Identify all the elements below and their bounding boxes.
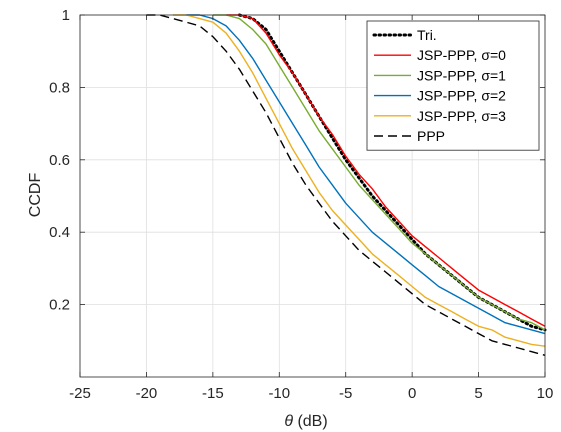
legend-label-0: Tri. — [417, 27, 437, 43]
legend-label-2: JSP-PPP, σ=1 — [417, 67, 506, 83]
y-tick-label: 0.8 — [49, 79, 70, 96]
x-tick-label: 10 — [537, 385, 554, 402]
x-tick-labels: -25 -20 -15 -10 -5 0 5 10 — [69, 385, 553, 402]
series-line-2 — [212, 14, 546, 331]
x-tick-label: -10 — [268, 385, 290, 402]
legend-label-1: JSP-PPP, σ=0 — [417, 47, 506, 63]
series-line-1 — [226, 14, 546, 327]
x-tick-label: -5 — [339, 385, 352, 402]
x-tick-label: 5 — [474, 385, 482, 402]
x-tick-label: -15 — [202, 385, 224, 402]
series-line-3 — [186, 14, 546, 335]
series-line-5 — [146, 14, 546, 356]
axes-frame — [79, 14, 546, 378]
x-axis-label-unit: (dB) — [293, 413, 328, 430]
y-tick-label: 0.6 — [49, 152, 70, 169]
x-tick-label: -20 — [136, 385, 158, 402]
series-line-4 — [173, 14, 546, 347]
x-axis-label-symbol: θ — [284, 413, 293, 430]
x-tick-label: -25 — [69, 385, 91, 402]
y-tick-label: 1 — [62, 7, 70, 24]
legend-box — [366, 20, 540, 151]
legend: Tri. JSP-PPP, σ=0 JSP-PPP, σ=1 JSP-PPP, σ=2… — [366, 20, 540, 151]
y-tick-label: 0.4 — [49, 224, 70, 241]
x-tick-label: 0 — [408, 385, 416, 402]
y-axis-label: CCDF — [27, 173, 44, 218]
axis-ticks — [79, 14, 546, 377]
x-axis-label: θ (dB) — [284, 413, 327, 430]
y-tick-label: 0.2 — [49, 297, 70, 314]
legend-label-5: PPP — [417, 128, 445, 144]
data-series — [146, 13, 547, 356]
legend-label-4: JSP-PPP, σ=3 — [417, 108, 506, 124]
legend-label-3: JSP-PPP, σ=2 — [417, 88, 506, 104]
y-tick-labels: 0.2 0.4 0.6 0.8 1 — [49, 7, 70, 314]
